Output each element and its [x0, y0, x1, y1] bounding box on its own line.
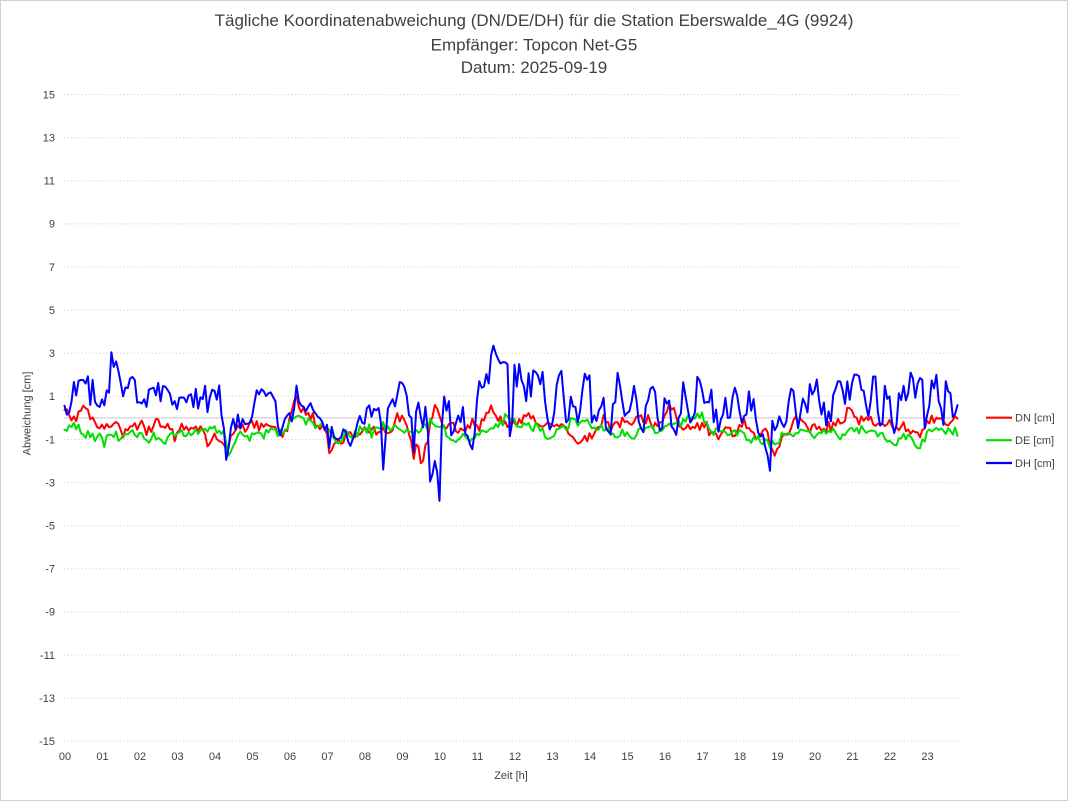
- svg-text:DE [cm]: DE [cm]: [1015, 435, 1054, 447]
- svg-text:21: 21: [846, 751, 858, 763]
- svg-text:18: 18: [734, 751, 746, 763]
- svg-text:Abweichung [cm]: Abweichung [cm]: [22, 372, 34, 456]
- svg-text:Zeit [h]: Zeit [h]: [494, 770, 528, 782]
- svg-text:Datum: 2025-09-19: Datum: 2025-09-19: [461, 58, 607, 77]
- svg-text:00: 00: [59, 751, 71, 763]
- svg-text:5: 5: [49, 305, 55, 317]
- svg-text:05: 05: [246, 751, 258, 763]
- svg-text:04: 04: [209, 751, 221, 763]
- svg-text:11: 11: [44, 176, 55, 188]
- svg-text:16: 16: [659, 751, 671, 763]
- svg-text:14: 14: [584, 751, 596, 763]
- svg-text:-9: -9: [45, 607, 55, 619]
- svg-text:-13: -13: [39, 693, 55, 705]
- svg-text:17: 17: [696, 751, 708, 763]
- svg-text:01: 01: [96, 751, 108, 763]
- svg-text:22: 22: [884, 751, 896, 763]
- svg-text:20: 20: [809, 751, 821, 763]
- svg-text:3: 3: [49, 348, 55, 360]
- svg-text:-7: -7: [45, 564, 55, 576]
- svg-text:11: 11: [472, 751, 483, 763]
- svg-text:13: 13: [43, 133, 55, 145]
- svg-text:07: 07: [321, 751, 333, 763]
- svg-text:-15: -15: [39, 736, 55, 748]
- svg-text:DN [cm]: DN [cm]: [1015, 413, 1055, 425]
- svg-text:13: 13: [546, 751, 558, 763]
- svg-text:06: 06: [284, 751, 296, 763]
- svg-text:15: 15: [43, 89, 55, 101]
- svg-text:1: 1: [49, 391, 55, 403]
- svg-text:23: 23: [921, 751, 933, 763]
- svg-text:-11: -11: [40, 650, 55, 662]
- svg-text:Tägliche Koordinatenabweichung: Tägliche Koordinatenabweichung (DN/DE/DH…: [215, 11, 854, 30]
- svg-text:12: 12: [509, 751, 521, 763]
- svg-text:08: 08: [359, 751, 371, 763]
- svg-text:15: 15: [621, 751, 633, 763]
- svg-text:03: 03: [171, 751, 183, 763]
- svg-text:-3: -3: [45, 477, 55, 489]
- svg-text:Empfänger: Topcon Net-G5: Empfänger: Topcon Net-G5: [431, 36, 638, 55]
- svg-text:9: 9: [49, 219, 55, 231]
- svg-text:09: 09: [396, 751, 408, 763]
- svg-text:-5: -5: [45, 521, 55, 533]
- svg-text:7: 7: [49, 262, 55, 274]
- svg-text:-1: -1: [45, 434, 55, 446]
- svg-text:DH [cm]: DH [cm]: [1015, 458, 1055, 470]
- svg-text:02: 02: [134, 751, 146, 763]
- svg-text:10: 10: [434, 751, 446, 763]
- svg-text:19: 19: [771, 751, 783, 763]
